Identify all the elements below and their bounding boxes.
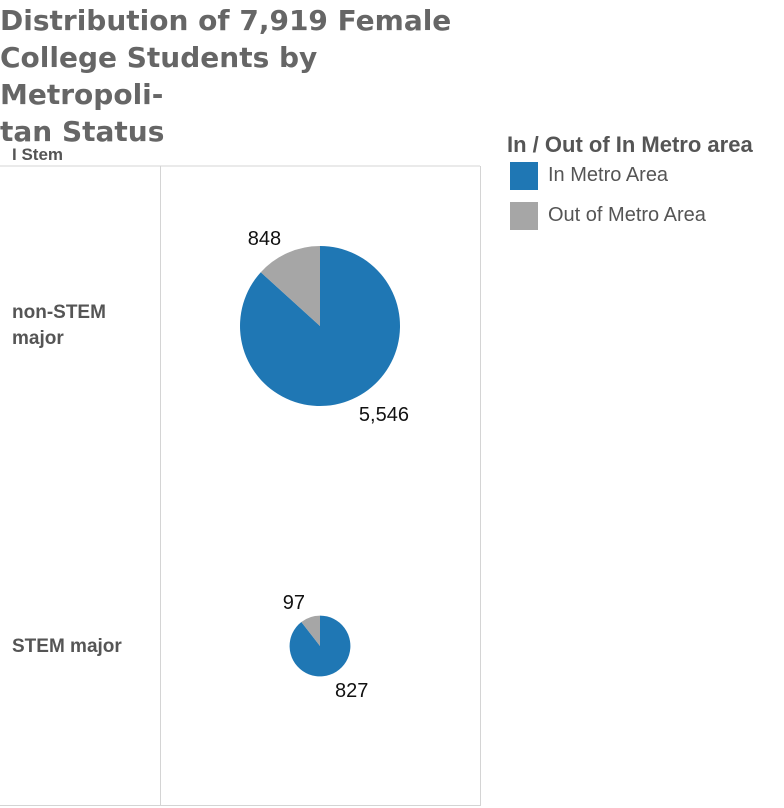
row-label-stem: STEM major [12, 636, 122, 657]
row-label-non-stem: non-STEM major [12, 302, 106, 349]
legend-swatch-in-metro [510, 162, 538, 190]
chart-title: Distribution of 7,919 Female College Stu… [0, 4, 452, 148]
pie-0-slice-in-metro[interactable] [240, 245, 401, 407]
legend-swatch-out-metro [510, 202, 538, 230]
pie-0-label-out-metro: 848 [248, 228, 281, 250]
pie-1-label-in-metro: 827 [335, 680, 368, 702]
legend-label-out-metro: Out of Metro Area [548, 204, 706, 226]
legend-title: In / Out of In Metro area [507, 132, 753, 157]
row-header: I Stem [12, 145, 64, 164]
pie-0-label-in-metro: 5,546 [359, 404, 409, 426]
pie-1-slice-out-metro[interactable] [301, 615, 320, 646]
pie-0-slice-out-metro[interactable] [260, 246, 320, 326]
pie-1-label-out-metro: 97 [283, 592, 305, 614]
pie-1-slice-in-metro[interactable] [289, 615, 351, 677]
pie-group: 5,546 848 827 97 [240, 228, 409, 702]
legend-label-in-metro: In Metro Area [548, 164, 669, 186]
